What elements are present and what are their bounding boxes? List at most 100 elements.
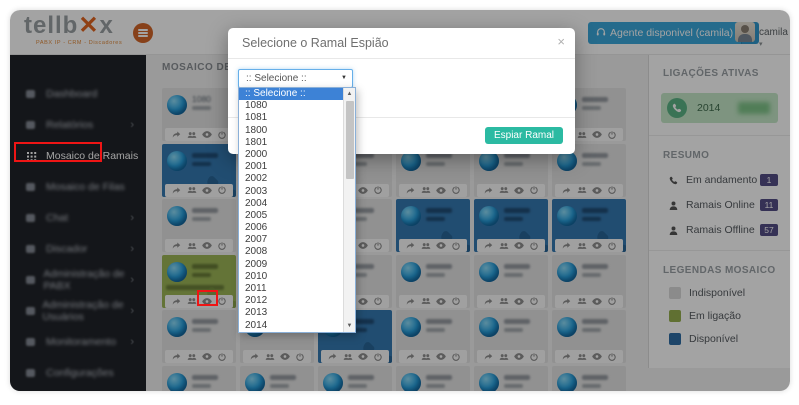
sidebar-item-configuracoes[interactable]: Configurações	[10, 357, 146, 388]
eye-icon[interactable]	[280, 353, 291, 360]
hamburger-icon[interactable]	[133, 23, 153, 43]
group-icon[interactable]	[499, 353, 509, 361]
group-icon[interactable]	[343, 353, 353, 361]
dropdown-option-1801[interactable]: 1801	[245, 136, 268, 148]
power-icon[interactable]	[530, 186, 538, 194]
transfer-icon[interactable]	[328, 352, 337, 361]
dropdown-option-1800[interactable]: 1800	[245, 124, 268, 136]
dropdown-option-1081[interactable]: 1081	[245, 112, 268, 124]
dropdown-option-2004[interactable]: 2004	[245, 197, 268, 209]
sidebar-item-dashboard[interactable]: Dashboard	[10, 78, 146, 109]
group-icon[interactable]	[577, 131, 587, 139]
sidebar-item-administracao-de-usuarios[interactable]: Administração de Usuários ›	[10, 295, 146, 326]
group-icon[interactable]	[499, 186, 509, 194]
eye-icon[interactable]	[436, 186, 447, 194]
group-icon[interactable]	[187, 297, 197, 305]
dropdown-option-2003[interactable]: 2003	[245, 185, 268, 197]
transfer-icon[interactable]	[562, 241, 571, 250]
sidebar-item-discador[interactable]: Discador ›	[10, 233, 146, 264]
eye-icon[interactable]	[592, 186, 603, 194]
power-icon[interactable]	[608, 241, 616, 250]
sidebar-item-administracao-de-pabx[interactable]: Administração de PABX ›	[10, 264, 146, 295]
group-icon[interactable]	[421, 242, 431, 250]
eye-icon[interactable]	[592, 131, 603, 138]
dropdown-scrollbar[interactable]: ▲ ▼	[343, 88, 355, 332]
eye-icon[interactable]	[202, 353, 213, 360]
eye-icon[interactable]	[592, 297, 603, 305]
group-icon[interactable]	[187, 131, 197, 139]
transfer-icon[interactable]	[406, 241, 415, 250]
transfer-icon[interactable]	[484, 186, 493, 195]
transfer-icon[interactable]	[406, 186, 415, 195]
power-icon[interactable]	[374, 241, 382, 250]
dropdown-option-2008[interactable]: 2008	[245, 246, 268, 258]
power-icon[interactable]	[374, 352, 382, 361]
eye-icon[interactable]	[358, 297, 369, 305]
dropdown-option-2010[interactable]: 2010	[245, 270, 268, 282]
power-icon[interactable]	[452, 297, 460, 305]
eye-icon[interactable]	[202, 186, 213, 194]
group-icon[interactable]	[187, 353, 197, 361]
power-icon[interactable]	[452, 241, 460, 250]
eye-icon[interactable]	[202, 297, 213, 305]
close-icon[interactable]: ×	[557, 34, 565, 49]
eye-icon[interactable]	[514, 297, 525, 305]
blurred-call-action[interactable]	[738, 102, 770, 114]
eye-icon[interactable]	[436, 242, 447, 249]
dropdown-option-2009[interactable]: 2009	[245, 258, 268, 270]
eye-icon[interactable]	[436, 353, 447, 360]
transfer-icon[interactable]	[484, 352, 493, 361]
power-icon[interactable]	[374, 186, 382, 194]
eye-icon[interactable]	[592, 242, 603, 249]
power-icon[interactable]	[608, 352, 616, 361]
group-icon[interactable]	[577, 353, 587, 361]
scrollbar-thumb[interactable]	[345, 101, 354, 179]
sidebar-item-mosaico-de-ramais[interactable]: Mosaico de Ramais	[10, 140, 146, 171]
eye-icon[interactable]	[202, 242, 213, 249]
power-icon[interactable]	[218, 297, 226, 305]
eye-icon[interactable]	[514, 353, 525, 360]
sidebar-item-monitoramento[interactable]: Monitoramento ›	[10, 326, 146, 357]
transfer-icon[interactable]	[172, 352, 181, 361]
dropdown-option-2013[interactable]: 2013	[245, 307, 268, 319]
eye-icon[interactable]	[436, 297, 447, 305]
transfer-icon[interactable]	[172, 186, 181, 195]
group-icon[interactable]	[421, 186, 431, 194]
eye-icon[interactable]	[514, 242, 525, 249]
spy-extension-select[interactable]: :: Selecione :: ▼	[238, 69, 353, 88]
scroll-down-icon[interactable]: ▼	[346, 323, 353, 329]
dropdown-option-2002[interactable]: 2002	[245, 173, 268, 185]
active-call-row[interactable]: 2014	[661, 93, 778, 123]
eye-icon[interactable]	[358, 186, 369, 194]
group-icon[interactable]	[421, 353, 431, 361]
scroll-up-icon[interactable]: ▲	[346, 91, 353, 97]
sidebar-item-mosaico-de-filas[interactable]: Mosaico de Filas	[10, 171, 146, 202]
user-menu[interactable]: camila ▾	[759, 27, 790, 49]
dropdown-option-selecione[interactable]: :: Selecione ::	[239, 88, 343, 101]
transfer-icon[interactable]	[484, 297, 493, 306]
dropdown-option-2011[interactable]: 2011	[245, 283, 267, 294]
dropdown-option-2014[interactable]: 2014	[245, 319, 268, 331]
power-icon[interactable]	[608, 297, 616, 305]
eye-icon[interactable]	[358, 242, 369, 249]
transfer-icon[interactable]	[562, 186, 571, 195]
transfer-icon[interactable]	[250, 352, 259, 361]
transfer-icon[interactable]	[406, 297, 415, 306]
group-icon[interactable]	[577, 186, 587, 194]
eye-icon[interactable]	[358, 353, 369, 360]
dropdown-option-2006[interactable]: 2006	[245, 222, 268, 234]
group-icon[interactable]	[187, 186, 197, 194]
dropdown-option-2012[interactable]: 2012	[245, 295, 268, 307]
group-icon[interactable]	[499, 242, 509, 250]
dropdown-option-2001[interactable]: 2001	[245, 161, 268, 173]
transfer-icon[interactable]	[484, 241, 493, 250]
sidebar-item-chat[interactable]: Chat ›	[10, 202, 146, 233]
power-icon[interactable]	[218, 130, 226, 139]
power-icon[interactable]	[530, 297, 538, 305]
spy-extension-button[interactable]: Espiar Ramal	[484, 127, 563, 144]
group-icon[interactable]	[421, 297, 431, 305]
power-icon[interactable]	[218, 186, 226, 194]
power-icon[interactable]	[530, 352, 538, 361]
transfer-icon[interactable]	[562, 352, 571, 361]
dropdown-option-2005[interactable]: 2005	[245, 209, 268, 221]
